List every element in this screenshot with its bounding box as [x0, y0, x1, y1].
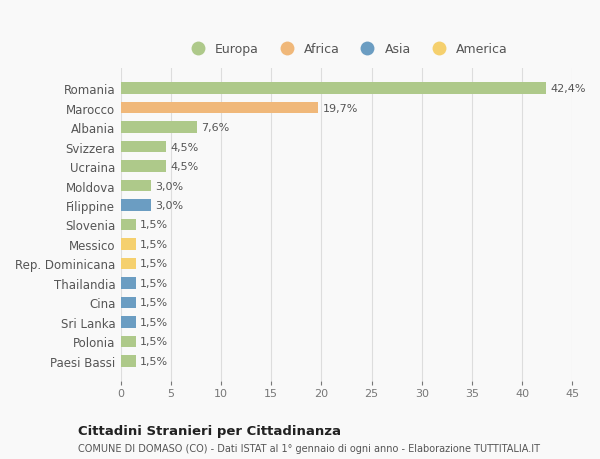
Text: 1,5%: 1,5% [140, 337, 168, 347]
Text: 4,5%: 4,5% [170, 162, 198, 172]
Text: COMUNE DI DOMASO (CO) - Dati ISTAT al 1° gennaio di ogni anno - Elaborazione TUT: COMUNE DI DOMASO (CO) - Dati ISTAT al 1°… [78, 443, 540, 453]
Text: 1,5%: 1,5% [140, 317, 168, 327]
Text: Cittadini Stranieri per Cittadinanza: Cittadini Stranieri per Cittadinanza [78, 424, 341, 437]
Bar [121, 141, 166, 153]
Text: 1,5%: 1,5% [140, 259, 168, 269]
Bar [121, 336, 136, 347]
Text: 1,5%: 1,5% [140, 240, 168, 249]
Text: 42,4%: 42,4% [550, 84, 586, 94]
Bar [121, 297, 136, 308]
Text: 3,0%: 3,0% [155, 181, 183, 191]
Bar [121, 258, 136, 270]
Bar [121, 102, 319, 114]
Text: 1,5%: 1,5% [140, 220, 168, 230]
Bar [121, 219, 136, 231]
Text: 1,5%: 1,5% [140, 298, 168, 308]
Bar [121, 239, 136, 250]
Text: 1,5%: 1,5% [140, 278, 168, 288]
Bar [121, 316, 136, 328]
Bar [121, 355, 136, 367]
Bar [121, 278, 136, 289]
Bar [121, 122, 197, 134]
Legend: Europa, Africa, Asia, America: Europa, Africa, Asia, America [185, 43, 508, 56]
Bar [121, 180, 151, 192]
Text: 7,6%: 7,6% [201, 123, 229, 133]
Text: 1,5%: 1,5% [140, 356, 168, 366]
Bar [121, 161, 166, 173]
Bar [121, 83, 546, 95]
Bar [121, 200, 151, 212]
Text: 19,7%: 19,7% [322, 103, 358, 113]
Text: 4,5%: 4,5% [170, 142, 198, 152]
Text: 3,0%: 3,0% [155, 201, 183, 211]
